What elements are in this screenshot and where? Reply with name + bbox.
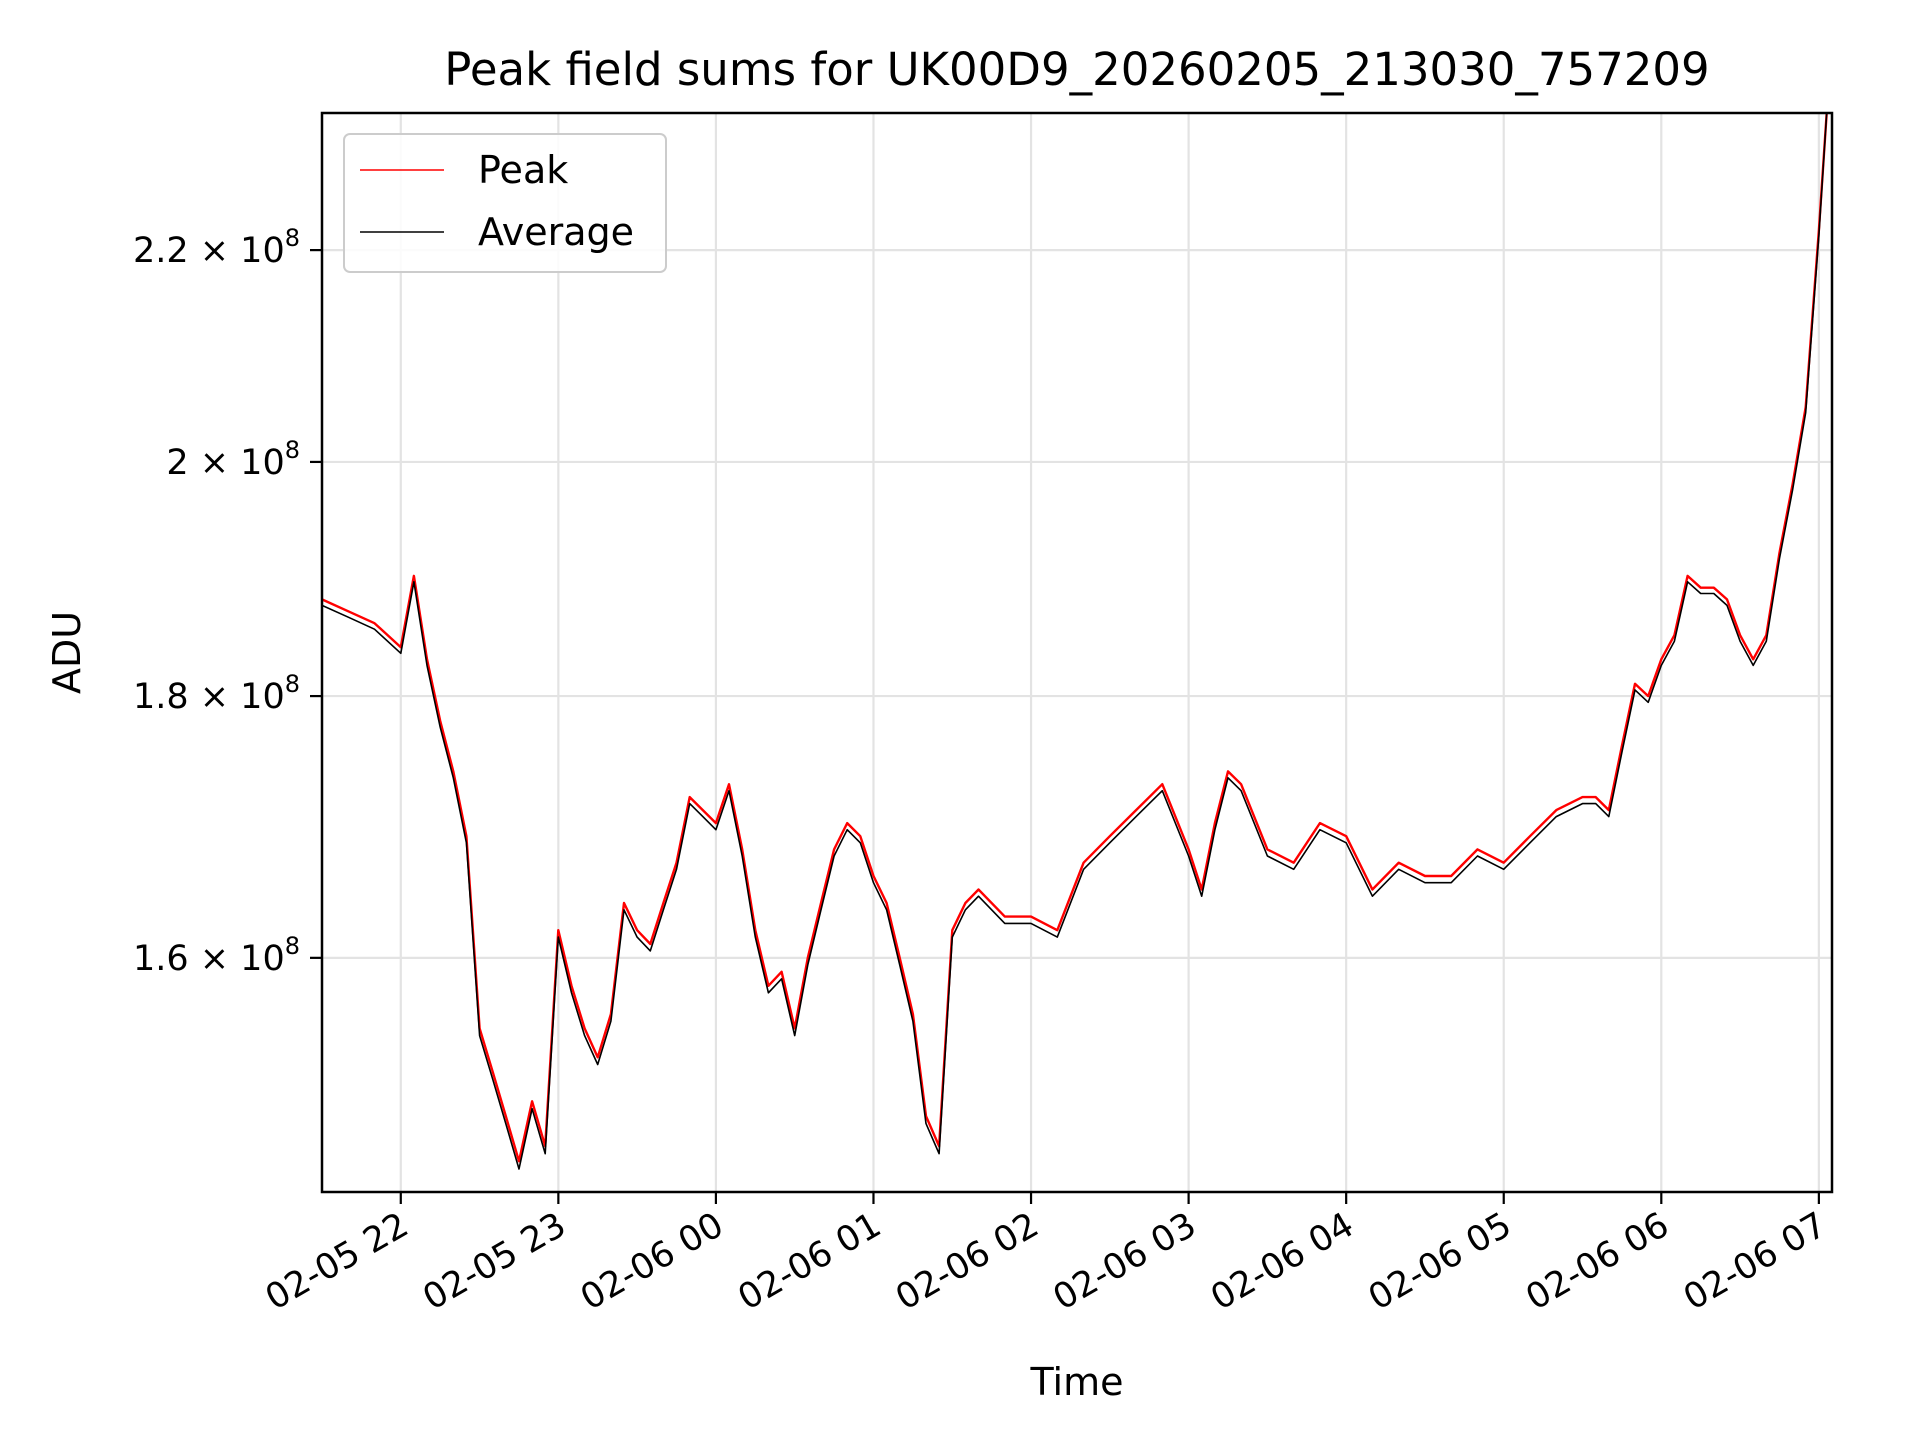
y-tick-label: 1.8 × 108: [133, 670, 300, 717]
series-line-average: [322, 113, 1828, 1170]
series-line-peak: [322, 113, 1828, 1163]
legend-box: [343, 133, 667, 273]
y-tick-label: 2.2 × 108: [133, 224, 300, 271]
y-tick-label: 2 × 108: [166, 436, 300, 483]
y-tick-label: 1.6 × 108: [133, 932, 300, 979]
series-layer: [322, 113, 1828, 1170]
legend-label-peak: Peak: [478, 148, 568, 192]
legend-label-average: Average: [478, 210, 634, 254]
x-axis-label: Time: [1030, 1360, 1124, 1404]
plot-frame: [320, 111, 1834, 1194]
grid-layer: [322, 113, 1832, 1192]
chart-title: Peak field sums for UK00D9_20260205_2130…: [444, 43, 1709, 96]
legend: Peak Average: [343, 133, 667, 273]
y-axis-label: ADU: [45, 611, 89, 694]
